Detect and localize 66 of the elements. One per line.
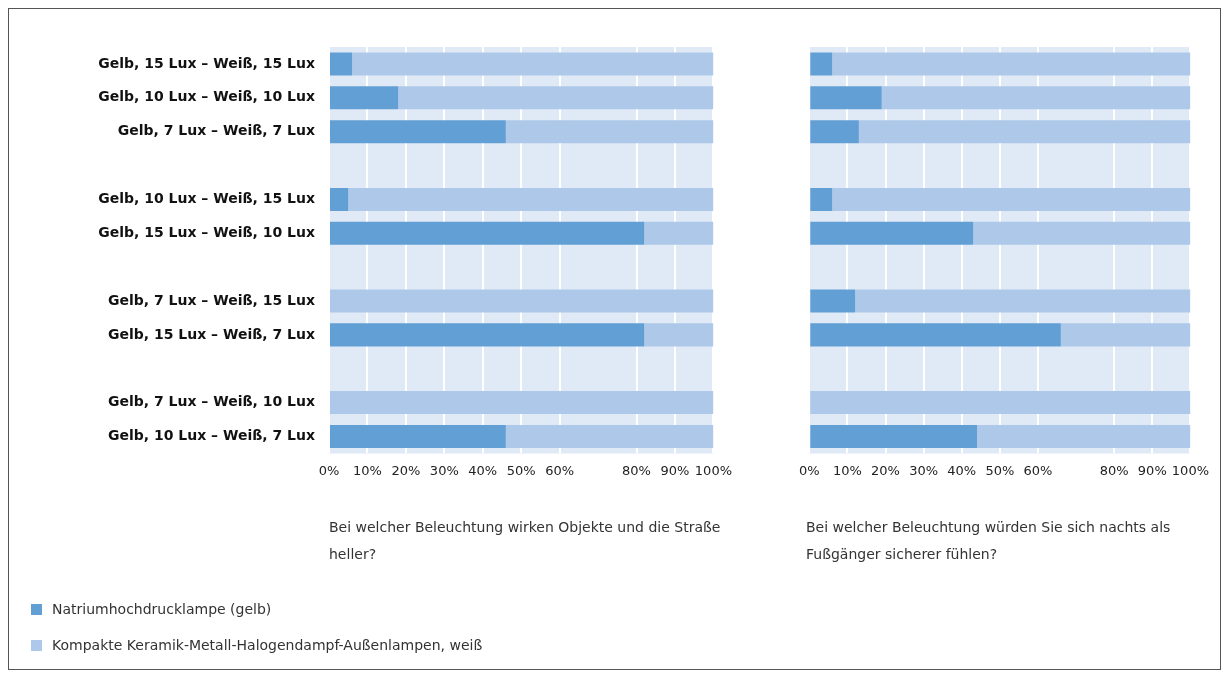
- x-tick-label: 10%: [352, 462, 382, 478]
- y-tick-label: Gelb, 10 Lux – Weiß, 15 Lux: [98, 190, 315, 207]
- y-tick-label: Gelb, 10 Lux – Weiß, 10 Lux: [98, 88, 315, 105]
- bar: [330, 120, 506, 144]
- y-tick-label: Gelb, 7 Lux – Weiß, 15 Lux: [107, 291, 315, 308]
- bar: [644, 323, 714, 347]
- x-tick-label: 20%: [871, 462, 900, 478]
- bar: [330, 221, 645, 245]
- bar: [810, 424, 977, 448]
- bar: [810, 52, 833, 76]
- x-tick-label: 40%: [468, 462, 498, 478]
- bar: [330, 424, 506, 448]
- bar: [330, 391, 714, 415]
- x-tick-label: 100%: [1171, 462, 1209, 478]
- y-tick-label: Gelb, 7 Lux – Weiß, 10 Lux: [107, 393, 315, 410]
- x-tick-label: 90%: [1137, 462, 1167, 478]
- bar: [858, 120, 1191, 144]
- bar: [810, 323, 1061, 347]
- x-axis-title: Bei welcher Beleuchtung wirken Objekte und die Straße heller?: [329, 518, 722, 564]
- y-tick-label: Gelb, 15 Lux – Weiß, 7 Lux: [107, 325, 315, 342]
- bar: [810, 221, 974, 245]
- bar: [330, 187, 349, 211]
- bar: [977, 424, 1191, 448]
- x-tick-label: 20%: [391, 462, 421, 478]
- x-tick-label: 0%: [799, 462, 820, 478]
- bar: [832, 52, 1191, 76]
- y-tick-label: Gelb, 15 Lux – Weiß, 15 Lux: [98, 54, 315, 71]
- x-tick-label: 30%: [429, 462, 459, 478]
- x-tick-label: 90%: [660, 462, 690, 478]
- bar: [855, 289, 1191, 313]
- x-tick-label: 10%: [832, 462, 862, 478]
- x-tick-label: 30%: [909, 462, 939, 478]
- bar: [881, 86, 1191, 110]
- x-tick-label: 60%: [545, 462, 575, 478]
- x-tick-label: 40%: [947, 462, 977, 478]
- x-tick-label: 100%: [694, 462, 732, 478]
- bar: [330, 86, 399, 110]
- x-tick-label: 60%: [1023, 462, 1053, 478]
- bar: [330, 323, 645, 347]
- bar: [810, 289, 856, 313]
- x-tick-label: 80%: [622, 462, 651, 478]
- bar: [832, 187, 1191, 211]
- x-tick-label: 50%: [506, 462, 536, 478]
- legend-label: Natriumhochdrucklampe (gelb): [52, 601, 272, 617]
- bar: [352, 52, 714, 76]
- x-tick-label: 0%: [318, 462, 340, 478]
- bar: [330, 289, 714, 313]
- bar: [505, 424, 714, 448]
- x-axis-title: Bei welcher Beleuchtung würden Sie sich nachts als Fußgänger sicherer fühlen?: [806, 518, 1172, 564]
- bar: [505, 120, 714, 144]
- bar: [398, 86, 714, 110]
- y-tick-label: Gelb, 7 Lux – Weiß, 7 Lux: [117, 122, 315, 139]
- bar: [330, 52, 353, 76]
- bar: [644, 221, 714, 245]
- bar: [810, 391, 1191, 415]
- bar: [973, 221, 1191, 245]
- bar: [1060, 323, 1191, 347]
- bar: [348, 187, 714, 211]
- x-tick-label: 80%: [1099, 462, 1129, 478]
- y-tick-label: Gelb, 15 Lux – Weiß, 10 Lux: [98, 223, 315, 240]
- bar: [810, 86, 882, 110]
- x-tick-label: 50%: [985, 462, 1015, 478]
- legend-label: Kompakte Keramik-Metall-Halogendampf-Außenlampen, weiß: [52, 637, 483, 653]
- bar: [810, 120, 859, 144]
- y-tick-label: Gelb, 10 Lux – Weiß, 7 Lux: [107, 427, 315, 444]
- bar: [810, 187, 833, 211]
